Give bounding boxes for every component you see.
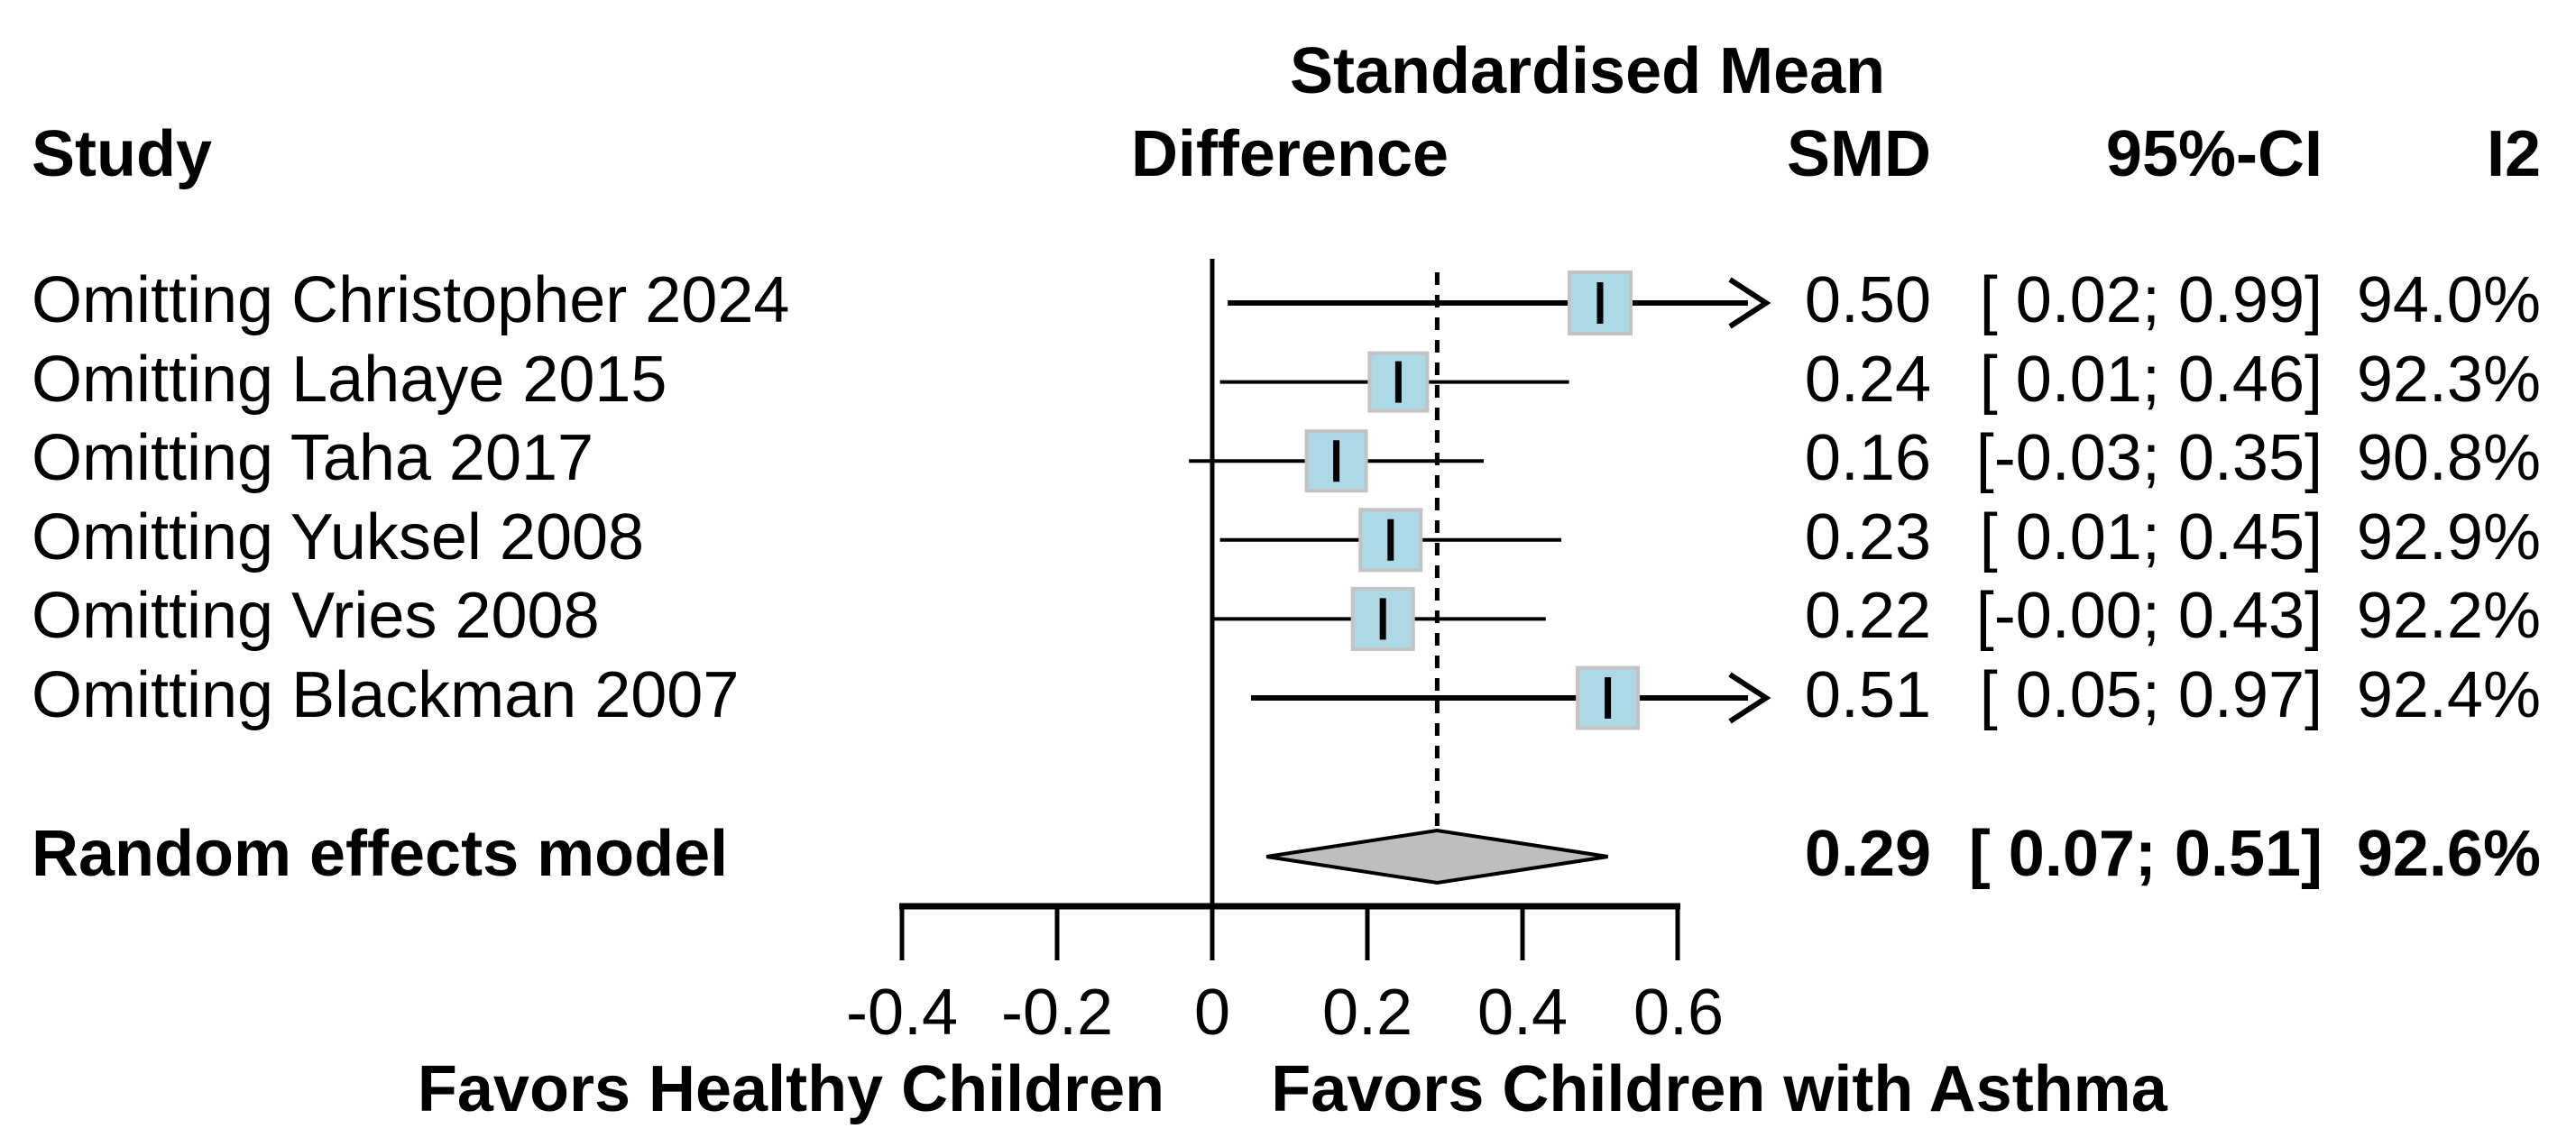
ci-value: [ 0.05; 0.97] [1979, 659, 2323, 731]
i2-value: 92.2% [2356, 580, 2541, 652]
ci-value: [ 0.01; 0.45] [1979, 501, 2323, 574]
i2-value: 90.8% [2356, 422, 2541, 494]
x-tick-label: 0.6 [1633, 977, 1725, 1049]
study-label: Omitting Taha 2017 [32, 422, 594, 494]
favors-right-label: Favors Children with Asthma [1271, 1053, 2167, 1125]
study-label: Omitting Yuksel 2008 [32, 501, 645, 574]
ci-column-header: 95%-CI [2105, 118, 2323, 190]
favors-left-label: Favors Healthy Children [417, 1053, 1165, 1125]
ci-value: [ 0.01; 0.46] [1979, 344, 2323, 416]
x-tick-label: 0.2 [1321, 977, 1413, 1049]
effect-title-line2: Difference [1130, 118, 1449, 190]
study-label: Omitting Lahaye 2015 [32, 344, 667, 416]
smd-value: 0.24 [1804, 344, 1931, 416]
smd-value: 0.50 [1804, 264, 1931, 336]
smd-value: 0.23 [1804, 501, 1931, 574]
x-tick-label: -0.4 [845, 977, 959, 1049]
smd-value: 0.51 [1804, 659, 1931, 731]
summary-label: Random effects model [32, 818, 729, 890]
ci-value: [ 0.02; 0.99] [1979, 264, 2323, 336]
ci-value: [-0.03; 0.35] [1975, 422, 2323, 494]
x-tick-label: -0.2 [1000, 977, 1114, 1049]
study-label: Omitting Vries 2008 [32, 580, 600, 652]
i2-value: 92.9% [2356, 501, 2541, 574]
summary-ci-value: [ 0.07; 0.51] [1968, 818, 2323, 890]
summary-diamond [1265, 828, 1608, 885]
smd-value: 0.22 [1804, 580, 1931, 652]
i2-value: 92.4% [2356, 659, 2541, 731]
x-tick-label: 0.4 [1477, 977, 1569, 1049]
study-label: Omitting Christopher 2024 [32, 264, 790, 336]
effect-title-line1-text: Standardised Mean [1290, 35, 1886, 107]
study-column-header: Study [32, 118, 213, 190]
ci-arrowhead [1728, 672, 1771, 724]
smd-value: 0.16 [1804, 422, 1931, 494]
summary-smd-value: 0.29 [1804, 818, 1931, 890]
i2-column-header: I2 [2486, 118, 2541, 190]
ci-value: [-0.00; 0.43] [1975, 580, 2323, 652]
x-tick-label: 0 [1193, 977, 1231, 1049]
summary-i2-value: 92.6% [2356, 818, 2541, 890]
i2-value: 94.0% [2356, 264, 2541, 336]
study-label: Omitting Blackman 2007 [32, 659, 740, 731]
ci-arrowhead [1728, 277, 1771, 329]
i2-value: 92.3% [2356, 344, 2541, 416]
smd-column-header: SMD [1787, 118, 1931, 190]
